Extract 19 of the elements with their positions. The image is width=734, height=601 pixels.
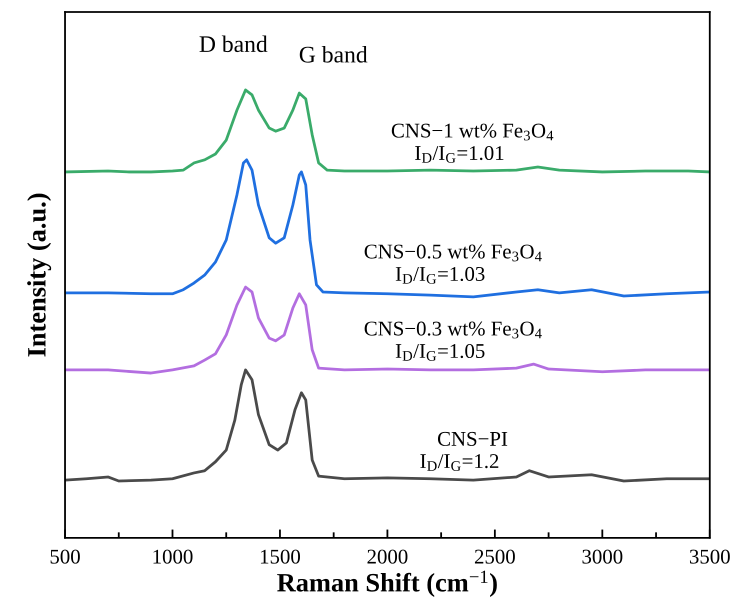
x-axis-title: Raman Shift (cm$^{−1}$) [277,570,497,597]
x-tick-label: 1500 [260,550,300,564]
x-tick-label: 3500 [690,550,730,564]
series-label: CNS−1 wt% Fe$_{3}$O$_{4}$ [392,124,554,140]
annotation: I$_{D}$/I$_{G}$=1.2 [420,454,498,471]
text: G band [300,46,368,63]
y-axis-title: Intensity (a.u.) [27,194,52,357]
annotation: I$_{D}$/I$_{G}$=1.05 [396,344,484,361]
x-tick-label: 3000 [582,550,622,564]
x-tick-label: 1000 [153,550,193,564]
series-label: CNS−0.3 wt% Fe$_{3}$O$_{4}$ [364,322,542,338]
annotation: I$_{D}$/I$_{G}$=1.03 [396,266,484,284]
x-tick-label: 500 [50,550,80,564]
series-label: CNS−PI [438,432,508,446]
annotation: I$_{D}$/I$_{G}$=1.01 [415,146,504,163]
x-tick-label: 2000 [367,550,408,564]
series-label: CNS−0.5 wt% Fe$_{3}$O$_{4}$ [364,244,542,262]
text: D band [200,35,268,52]
x-tick-label: 2500 [474,550,515,564]
